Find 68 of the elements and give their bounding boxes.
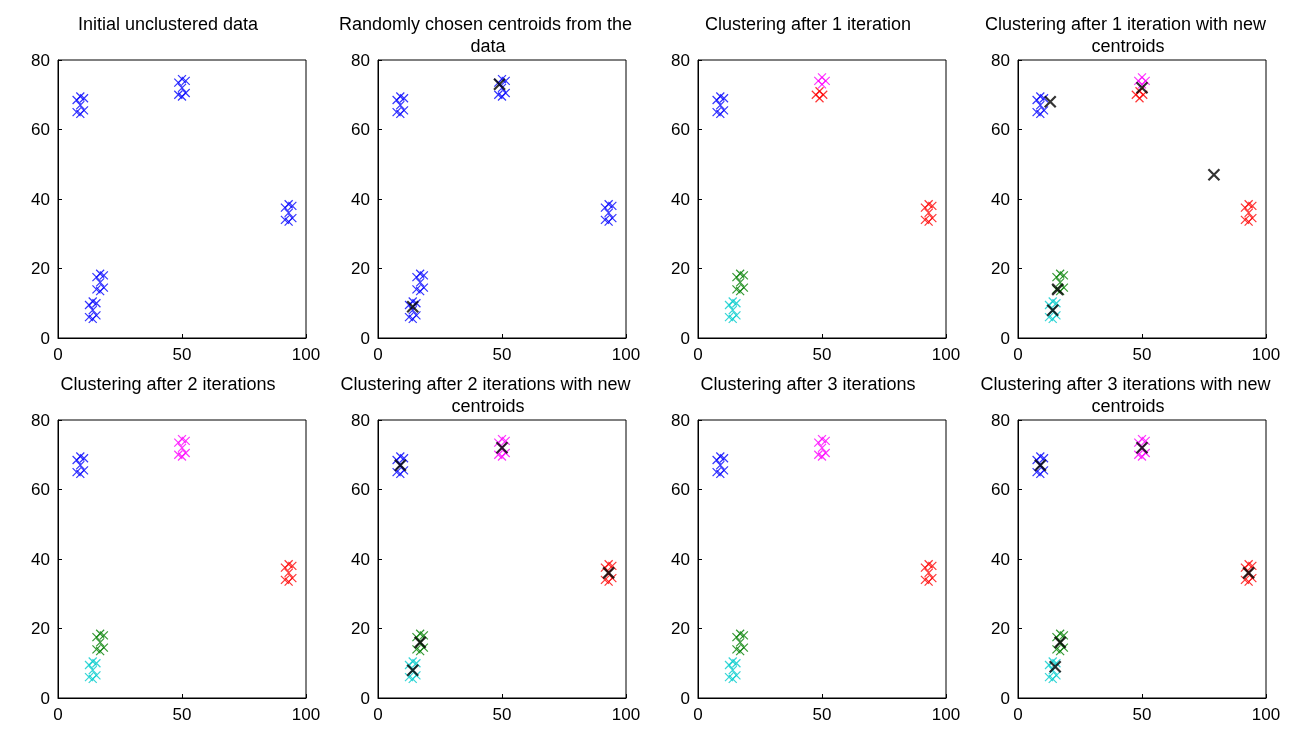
x-tick-label: 100	[931, 345, 961, 364]
y-tick-label: 0	[360, 688, 370, 708]
y-tick-label: 0	[40, 328, 50, 348]
y-tick-label: 20	[351, 259, 370, 278]
y-tick-label: 20	[671, 619, 690, 638]
x-tick-label: 50	[492, 705, 512, 724]
x-tick-label: 100	[291, 345, 321, 364]
x-tick-label: 100	[931, 705, 961, 724]
y-tick-label: 60	[671, 120, 690, 139]
y-tick-label: 20	[31, 619, 50, 638]
x-tick-label: 0	[373, 345, 383, 364]
y-tick-label: 80	[351, 50, 370, 70]
y-tick-label: 60	[671, 480, 690, 499]
chart-title: Initial unclustered data	[77, 14, 260, 34]
y-tick-label: 40	[31, 549, 50, 569]
x-tick-label: 100	[1251, 705, 1281, 724]
y-tick-label: 80	[351, 410, 370, 430]
y-tick-label: 0	[1000, 688, 1010, 708]
y-tick-label: 80	[31, 50, 50, 70]
y-tick-label: 80	[671, 50, 690, 70]
chart-title: Clustering after 3 iterations	[700, 374, 916, 394]
y-tick-label: 60	[991, 120, 1010, 139]
x-tick-label: 0	[693, 705, 703, 724]
x-tick-label: 50	[1132, 345, 1152, 364]
y-tick-label: 40	[351, 549, 370, 569]
y-tick-label: 0	[680, 688, 690, 708]
x-tick-label: 0	[1013, 345, 1023, 364]
x-tick-label: 100	[1251, 345, 1281, 364]
y-tick-label: 60	[31, 480, 50, 499]
y-tick-label: 80	[671, 410, 690, 430]
x-tick-label: 0	[693, 345, 703, 364]
y-tick-label: 40	[351, 189, 370, 209]
x-tick-label: 0	[53, 705, 63, 724]
y-tick-label: 20	[991, 259, 1010, 278]
y-tick-label: 20	[671, 259, 690, 278]
y-tick-label: 40	[31, 189, 50, 209]
y-tick-label: 20	[351, 619, 370, 638]
x-tick-label: 100	[291, 705, 321, 724]
y-tick-label: 20	[991, 619, 1010, 638]
y-tick-label: 80	[991, 410, 1010, 430]
y-tick-label: 60	[991, 480, 1010, 499]
y-tick-label: 0	[40, 688, 50, 708]
y-tick-label: 80	[991, 50, 1010, 70]
y-tick-label: 60	[351, 120, 370, 139]
y-tick-label: 60	[351, 480, 370, 499]
y-tick-label: 20	[31, 259, 50, 278]
y-tick-label: 40	[991, 189, 1010, 209]
y-tick-label: 60	[31, 120, 50, 139]
y-tick-label: 40	[671, 189, 690, 209]
y-tick-label: 40	[671, 549, 690, 569]
y-tick-label: 0	[680, 328, 690, 348]
x-tick-label: 50	[812, 345, 832, 364]
x-tick-label: 50	[1132, 705, 1152, 724]
y-tick-label: 40	[991, 549, 1010, 569]
x-tick-label: 50	[812, 705, 832, 724]
x-tick-label: 0	[1013, 705, 1023, 724]
chart-title: Clustering after 2 iterations	[60, 374, 276, 394]
x-tick-label: 50	[172, 705, 192, 724]
y-tick-label: 0	[360, 328, 370, 348]
x-tick-label: 0	[373, 705, 383, 724]
x-tick-label: 100	[611, 345, 641, 364]
y-tick-label: 0	[1000, 328, 1010, 348]
y-tick-label: 80	[31, 410, 50, 430]
x-tick-label: 100	[611, 705, 641, 724]
x-tick-label: 0	[53, 345, 63, 364]
x-tick-label: 50	[492, 345, 512, 364]
x-tick-label: 50	[172, 345, 192, 364]
chart-title: Clustering after 1 iteration	[704, 14, 912, 34]
